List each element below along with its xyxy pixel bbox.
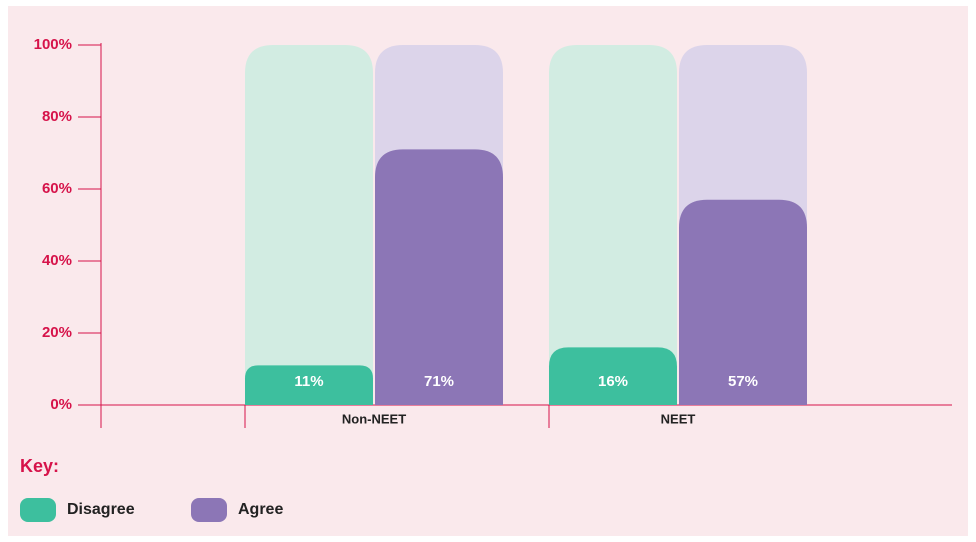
data-label: 11%	[294, 373, 323, 390]
bar	[549, 347, 677, 405]
y-tick-label: 40%	[42, 252, 72, 269]
legend-swatch	[20, 498, 56, 522]
bar-track	[549, 45, 677, 405]
data-label: 71%	[424, 373, 454, 390]
data-label: 57%	[728, 373, 758, 390]
legend-swatch	[191, 498, 227, 522]
y-tick-label: 20%	[42, 324, 72, 341]
bar	[679, 199, 807, 405]
legend-title: Key:	[20, 456, 59, 476]
bar-track	[245, 45, 373, 405]
x-tick-label: NEET	[661, 411, 696, 426]
y-tick-label: 60%	[42, 180, 72, 197]
legend-label: Agree	[238, 501, 283, 518]
legend-label: Disagree	[67, 501, 135, 518]
x-tick-label: Non-NEET	[342, 411, 406, 426]
data-label: 16%	[598, 373, 628, 390]
y-tick-label: 0%	[50, 396, 72, 413]
bar	[245, 365, 373, 405]
bar	[375, 149, 503, 405]
y-tick-label: 80%	[42, 108, 72, 125]
y-tick-label: 100%	[34, 36, 72, 53]
